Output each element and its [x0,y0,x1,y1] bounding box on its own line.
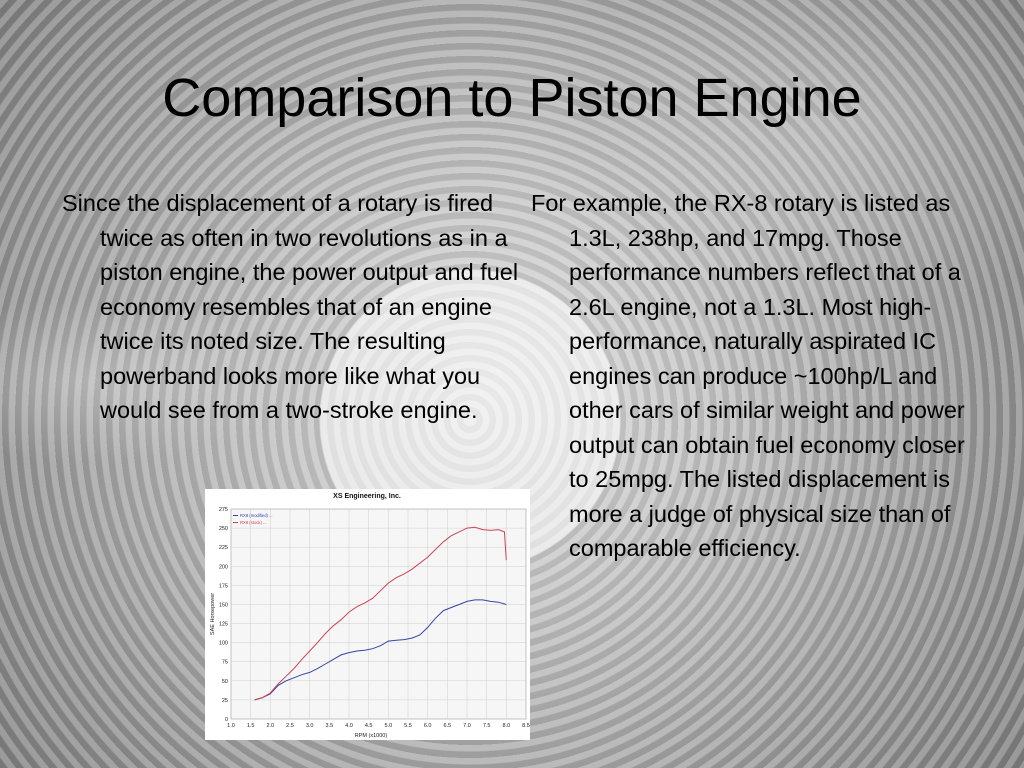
legend-label: RX8 (stock) ... [240,520,267,525]
y-tick-label: 225 [219,545,228,551]
x-tick-label: 3.5 [326,723,334,729]
y-tick-label: 75 [222,660,228,666]
x-tick-label: 7.0 [463,723,471,729]
y-tick-label: 275 [219,507,228,513]
series-line-2 [254,526,507,701]
x-tick-label: 5.0 [385,723,393,729]
x-tick-label: 2.0 [267,723,275,729]
chart-y-axis-label: SAE Horsepower [210,593,216,635]
y-tick-label: 200 [219,564,228,570]
x-tick-label: 4.5 [365,723,373,729]
x-tick-label: 1.5 [247,723,255,729]
y-tick-label: 0 [225,717,228,723]
slide-title: Comparison to Piston Engine [162,68,862,128]
x-tick-label: 1.0 [227,723,235,729]
x-tick-label: 7.5 [483,723,491,729]
legend-label: RX8 (modified) ... [240,513,273,518]
x-tick-label: 2.5 [286,723,294,729]
y-tick-label: 100 [219,641,228,647]
right-bullet-text: For example, the RX-8 rotary is listed a… [531,190,965,561]
x-tick-label: 8.5 [522,723,530,729]
y-tick-label: 25 [222,698,228,704]
y-tick-label: 250 [219,526,228,532]
dyno-chart: XS Engineering, Inc. SAE Horsepower RPM … [205,489,530,740]
y-tick-label: 150 [219,602,228,608]
x-tick-label: 3.0 [306,723,314,729]
series-line-1 [254,599,507,701]
y-tick-label: 50 [222,679,228,685]
x-tick-label: 4.0 [345,723,353,729]
y-tick-label: 175 [219,583,228,589]
chart-x-axis-label: RPM (x1000) [355,733,388,739]
x-tick-label: 6.5 [444,723,452,729]
y-tick-label: 125 [219,622,228,628]
left-bullet-text: Since the displacement of a rotary is fi… [62,190,519,423]
chart-title: XS Engineering, Inc. [333,493,401,500]
x-tick-label: 8.0 [503,723,511,729]
x-tick-label: 5.5 [404,723,412,729]
dyno-chart-svg: XS Engineering, Inc. SAE Horsepower RPM … [210,493,530,739]
x-tick-label: 6.0 [424,723,432,729]
